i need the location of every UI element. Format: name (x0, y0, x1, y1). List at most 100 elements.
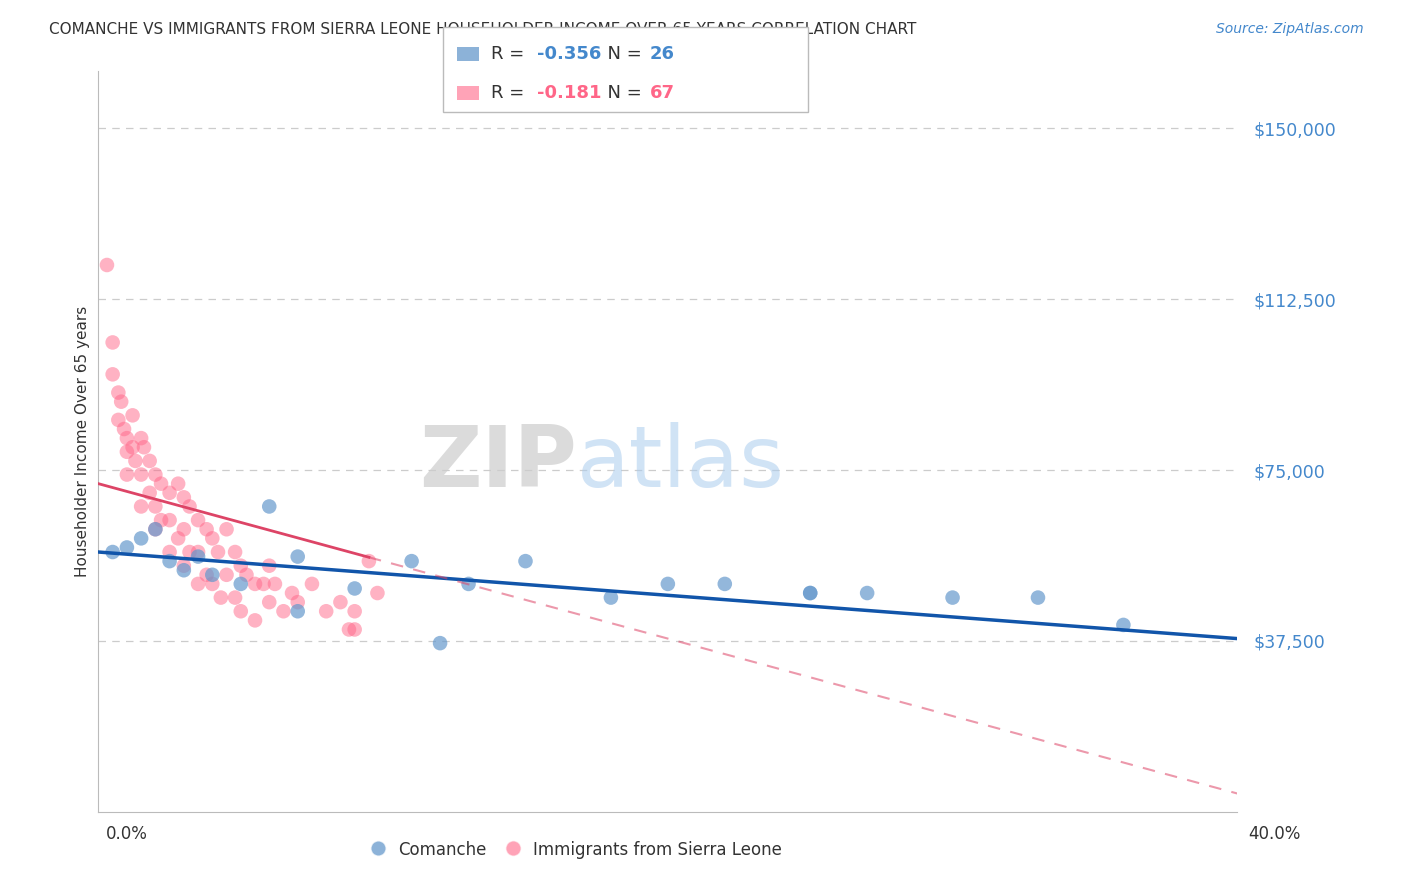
Point (287, 549, 309, 564)
Point (287, 604, 309, 618)
Point (259, 500, 281, 514)
Point (329, 595, 352, 609)
Point (195, 522, 218, 536)
Text: 0.0%: 0.0% (105, 825, 148, 843)
Point (112, 422, 135, 436)
Point (401, 554, 423, 568)
Point (366, 586, 388, 600)
Point (115, 444, 138, 458)
Point (229, 558, 252, 573)
Point (187, 549, 209, 564)
Point (856, 586, 879, 600)
Point (799, 586, 821, 600)
Point (138, 454, 160, 468)
Point (187, 545, 209, 559)
Point (121, 409, 143, 423)
Point (799, 586, 821, 600)
Point (273, 604, 295, 618)
Point (243, 613, 266, 627)
Point (714, 577, 737, 591)
Point (124, 454, 146, 468)
Point (195, 567, 218, 582)
Point (600, 591, 623, 605)
Point (96, 258, 118, 272)
Point (129, 467, 152, 482)
Point (259, 558, 281, 573)
Point (129, 532, 152, 546)
Point (224, 545, 246, 559)
Point (115, 541, 138, 555)
Point (107, 385, 129, 400)
Point (150, 476, 173, 491)
Point (115, 467, 138, 482)
Point (167, 532, 190, 546)
Point (129, 500, 152, 514)
Point (515, 554, 537, 568)
Point (145, 500, 167, 514)
Point (287, 595, 309, 609)
Point (173, 522, 195, 536)
Point (1112, 618, 1135, 632)
Point (281, 586, 304, 600)
Point (110, 394, 132, 409)
Legend: Comanche, Immigrants from Sierra Leone: Comanche, Immigrants from Sierra Leone (371, 841, 782, 859)
Point (1026, 591, 1049, 605)
Text: 67: 67 (650, 84, 675, 102)
Point (129, 431, 152, 445)
Point (343, 604, 366, 618)
Point (215, 522, 238, 536)
Point (145, 522, 167, 536)
Text: -0.356: -0.356 (537, 45, 602, 62)
Point (159, 485, 181, 500)
Text: R =: R = (491, 84, 530, 102)
Point (201, 567, 224, 582)
Point (229, 604, 252, 618)
Point (187, 577, 209, 591)
Point (101, 545, 124, 559)
Text: COMANCHE VS IMMIGRANTS FROM SIERRA LEONE HOUSEHOLDER INCOME OVER 65 YEARS CORREL: COMANCHE VS IMMIGRANTS FROM SIERRA LEONE… (49, 22, 917, 37)
Point (209, 591, 232, 605)
Point (145, 467, 167, 482)
Point (301, 577, 323, 591)
Point (167, 476, 190, 491)
Text: N =: N = (596, 45, 648, 62)
Point (224, 591, 246, 605)
Point (173, 563, 195, 577)
Text: N =: N = (596, 84, 648, 102)
Point (187, 513, 209, 527)
Text: -0.181: -0.181 (537, 84, 602, 102)
Text: R =: R = (491, 45, 530, 62)
Text: 26: 26 (650, 45, 675, 62)
Point (107, 413, 129, 427)
Point (159, 545, 181, 559)
Point (429, 636, 451, 650)
Point (457, 577, 479, 591)
Point (150, 513, 173, 527)
Point (201, 532, 224, 546)
Point (179, 545, 201, 559)
Point (243, 577, 266, 591)
Point (101, 335, 124, 350)
Point (343, 582, 366, 596)
Point (337, 623, 360, 637)
Point (259, 595, 281, 609)
Text: atlas: atlas (576, 422, 785, 505)
Text: ZIP: ZIP (419, 422, 576, 505)
Point (201, 577, 224, 591)
Point (252, 577, 274, 591)
Y-axis label: Householder Income Over 65 years: Householder Income Over 65 years (75, 306, 90, 577)
Point (315, 604, 337, 618)
Point (229, 577, 252, 591)
Point (357, 554, 380, 568)
Point (173, 558, 195, 573)
Text: Source: ZipAtlas.com: Source: ZipAtlas.com (1216, 22, 1364, 37)
Point (132, 440, 155, 454)
Point (101, 368, 124, 382)
Point (657, 577, 679, 591)
Point (115, 431, 138, 445)
Point (159, 554, 181, 568)
Text: 40.0%: 40.0% (1249, 825, 1301, 843)
Point (343, 623, 366, 637)
Point (264, 577, 287, 591)
Point (215, 567, 238, 582)
